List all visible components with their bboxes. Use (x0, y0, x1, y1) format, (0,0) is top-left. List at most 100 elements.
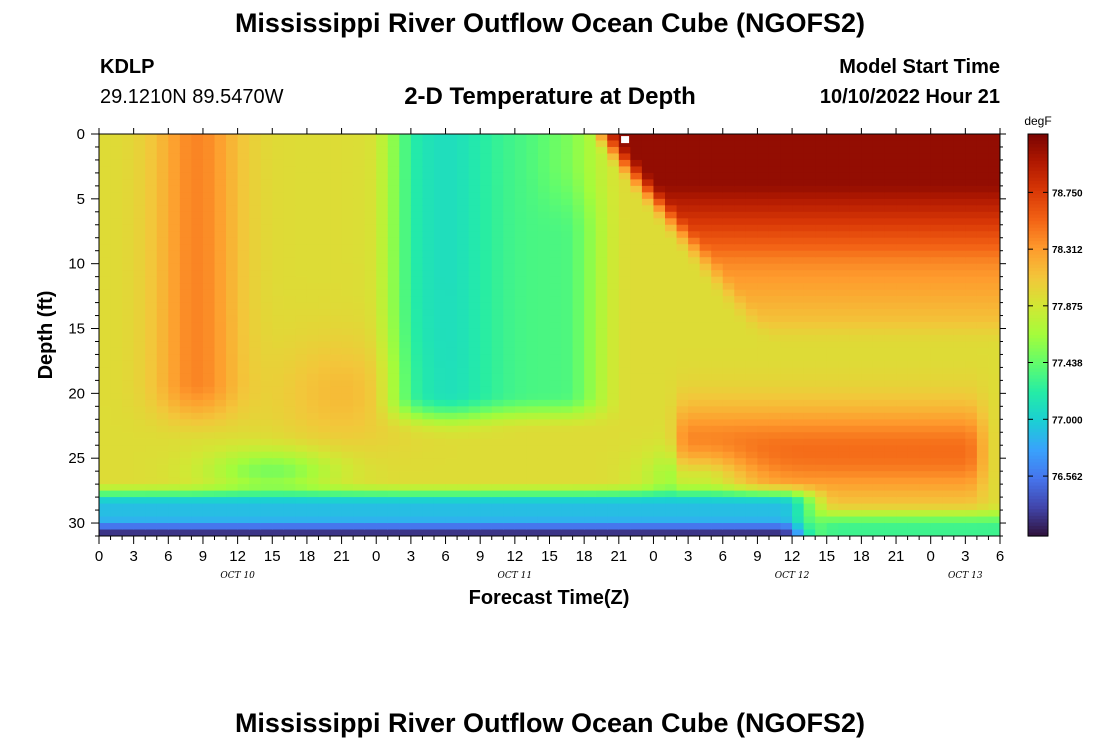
heatmap-cell (503, 503, 516, 511)
heatmap-cell (387, 399, 400, 407)
heatmap-cell (757, 393, 770, 401)
heatmap-cell (896, 536, 908, 543)
heatmap-cell (202, 276, 216, 284)
heatmap-cell (399, 360, 412, 369)
heatmap-cell (537, 211, 551, 219)
heatmap-cell (965, 250, 978, 258)
heatmap-cell (318, 146, 331, 155)
heatmap-cell (595, 192, 608, 200)
heatmap-cell (330, 211, 343, 219)
heatmap-cell (387, 244, 400, 252)
heatmap-cell (768, 315, 782, 323)
heatmap-cell (896, 523, 909, 531)
heatmap-cell (953, 302, 966, 310)
heatmap-cell (665, 237, 678, 245)
heatmap-cell (330, 347, 343, 356)
heatmap-cell (295, 412, 308, 420)
heatmap-cell (976, 296, 990, 304)
heatmap-cell (930, 134, 943, 142)
heatmap-cell (630, 153, 643, 161)
heatmap-cell (849, 192, 862, 200)
heatmap-cell (965, 497, 978, 505)
heatmap-cell (249, 503, 262, 511)
heatmap-cell (815, 438, 828, 446)
heatmap-cell (838, 237, 851, 245)
heatmap-cell (896, 302, 909, 310)
heatmap-cell (988, 510, 1000, 518)
heatmap-cell (826, 399, 839, 407)
heatmap-cell (318, 354, 331, 362)
heatmap-cell (930, 451, 943, 459)
heatmap-cell (133, 289, 146, 297)
heatmap-cell (665, 159, 678, 168)
heatmap-cell (214, 451, 227, 459)
heatmap-cell (330, 302, 343, 310)
heatmap-cell (202, 399, 216, 407)
heatmap-cell (757, 328, 770, 336)
heatmap-cell (711, 354, 724, 362)
heatmap-cell (191, 328, 204, 336)
heatmap-cell (341, 341, 354, 349)
heatmap-cell (457, 412, 470, 420)
heatmap-cell (1000, 251, 1012, 258)
heatmap-cell (711, 490, 724, 498)
heatmap-cell (491, 231, 504, 239)
heatmap-cell (318, 198, 331, 206)
heatmap-cell (653, 185, 666, 193)
heatmap-cell (803, 302, 816, 310)
heatmap-cell (595, 153, 608, 161)
heatmap-cell (930, 270, 943, 278)
heatmap-cell (376, 159, 389, 168)
heatmap-cell (907, 386, 920, 394)
heatmap-cell (202, 386, 216, 394)
heatmap-cell (145, 341, 158, 349)
heatmap-cell (503, 536, 515, 543)
heatmap-cell (353, 523, 366, 531)
heatmap-cell (457, 309, 470, 317)
heatmap-cell (965, 516, 978, 524)
heatmap-cell (214, 412, 227, 420)
heatmap-cell (792, 237, 805, 245)
heatmap-cell (191, 516, 204, 524)
heatmap-cell (122, 516, 135, 524)
heatmap-cell (191, 490, 204, 498)
heatmap-cell (688, 296, 701, 304)
heatmap-cell (433, 373, 447, 381)
heatmap-cell (826, 503, 839, 511)
heatmap-cell (722, 205, 735, 213)
heatmap-cell (168, 373, 181, 381)
heatmap-cell (318, 296, 331, 304)
heatmap-cell (907, 425, 920, 433)
heatmap-cell (838, 386, 851, 394)
heatmap-cell (410, 218, 424, 226)
heatmap-cell (688, 140, 701, 148)
heatmap-cell (942, 451, 955, 459)
heatmap-cell (457, 237, 470, 245)
heatmap-cell (110, 458, 123, 466)
heatmap-cell (99, 438, 112, 446)
heatmap-cell (99, 471, 112, 479)
heatmap-cell (445, 373, 458, 381)
heatmap-cell (803, 172, 816, 180)
heatmap-cell (110, 399, 123, 407)
heatmap-cell (630, 490, 643, 498)
heatmap-cell (595, 497, 608, 505)
heatmap-cell (919, 347, 932, 356)
heatmap-cell (341, 250, 354, 258)
heatmap-cell (364, 425, 377, 433)
heatmap-cell (387, 257, 400, 265)
heatmap-cell (168, 231, 181, 239)
heatmap-cell (607, 529, 620, 536)
heatmap-cell (838, 497, 851, 505)
heatmap-cell (214, 153, 227, 161)
heatmap-cell (699, 464, 712, 472)
heatmap-cell (272, 322, 285, 330)
heatmap-cell (503, 341, 516, 349)
heatmap-cell (145, 484, 158, 492)
heatmap-cell (561, 146, 574, 155)
heatmap-cell (630, 257, 643, 265)
heatmap-cell (122, 354, 135, 362)
heatmap-cell (607, 373, 620, 381)
heatmap-cell (584, 484, 597, 492)
heatmap-cell (688, 244, 701, 252)
